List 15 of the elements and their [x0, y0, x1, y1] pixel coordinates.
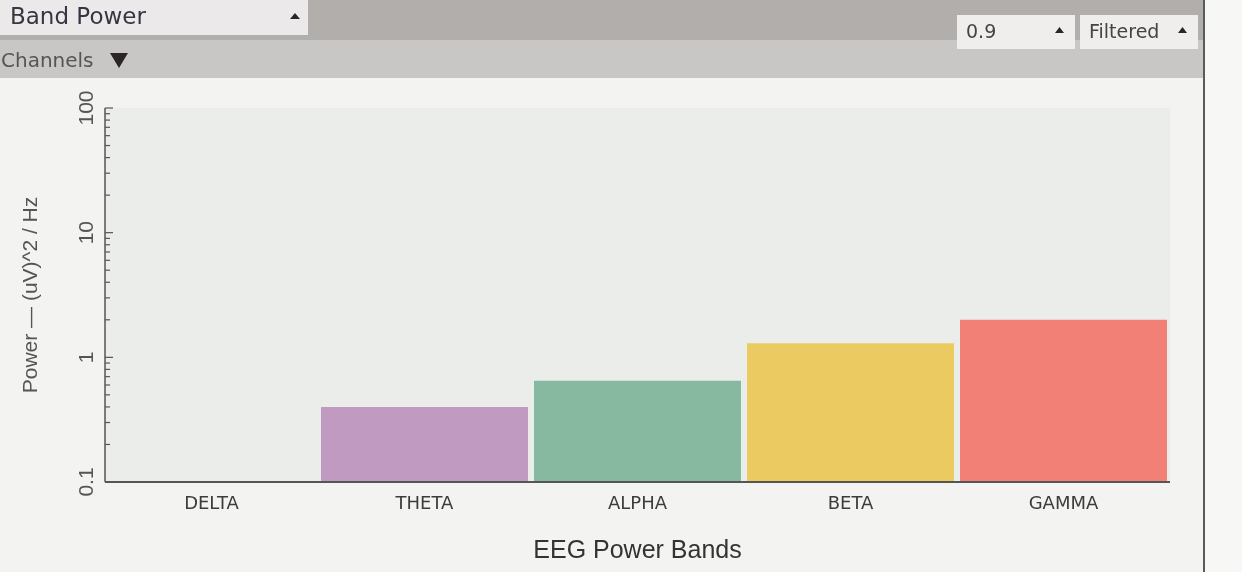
y-tick-label: 100	[74, 90, 97, 126]
text: Filtered	[1089, 20, 1160, 42]
x-tick-label: ALPHA	[607, 491, 668, 513]
x-tick-label: DELTA	[184, 491, 240, 513]
y-axis-title: Power — (uV)^2 / Hz	[18, 196, 42, 394]
x-axis-title: EEG Power Bands	[533, 535, 742, 563]
chart-title: Band Power	[10, 3, 146, 29]
text: Channels	[1, 48, 94, 72]
y-tick-label: 0.1	[74, 467, 97, 497]
text: 0.9	[966, 20, 997, 42]
y-tick-label: 1	[74, 351, 97, 364]
x-tick-label: GAMMA	[1028, 491, 1099, 513]
x-tick-label: THETA	[394, 491, 455, 513]
y-tick-label: 10	[74, 220, 97, 245]
x-tick-label: BETA	[827, 491, 874, 513]
